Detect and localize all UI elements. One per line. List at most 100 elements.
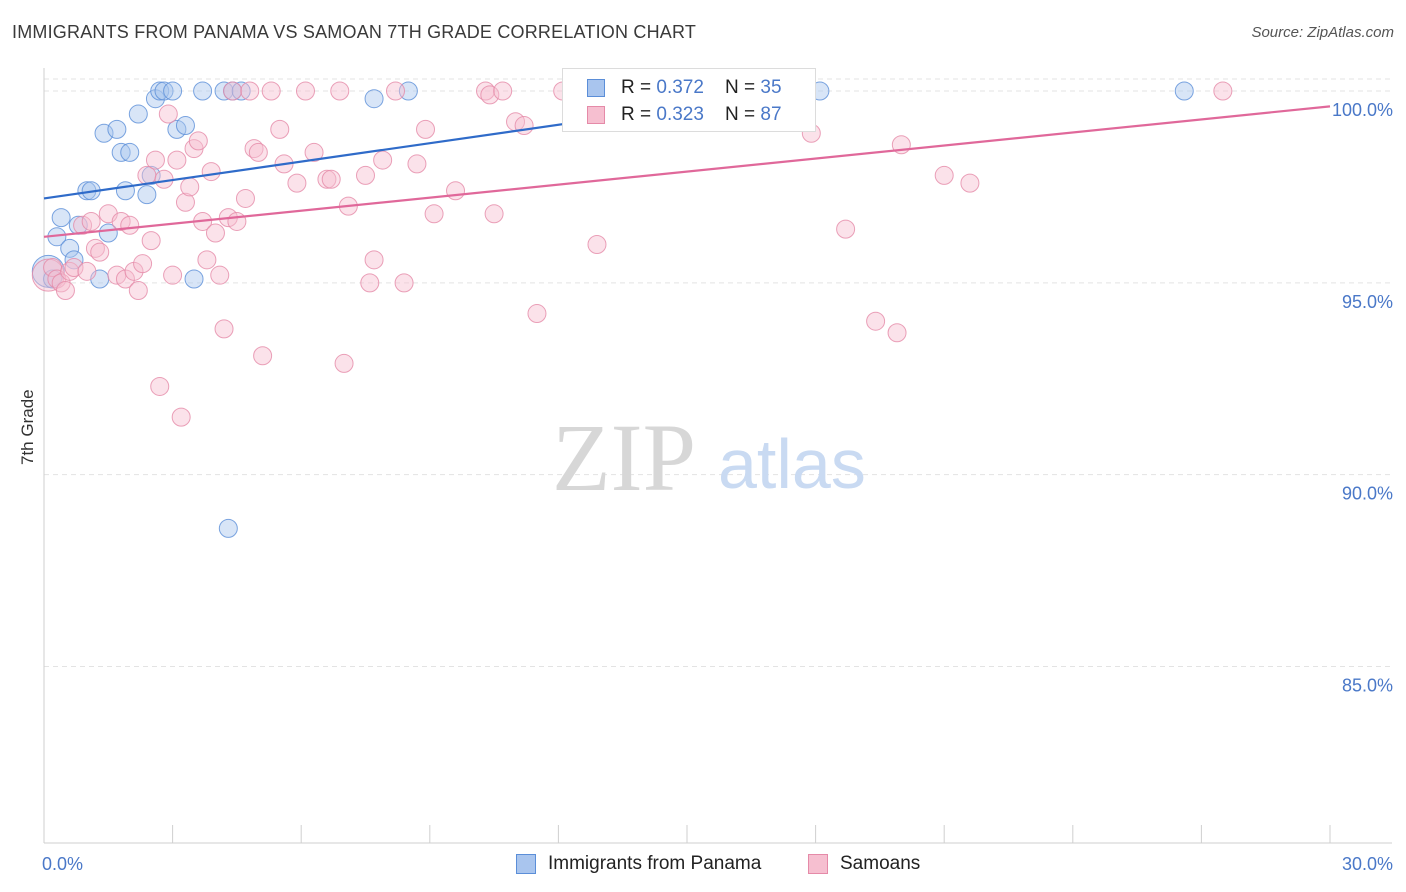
point-panama bbox=[60, 238, 80, 258]
point-samoans bbox=[128, 281, 148, 301]
point-panama bbox=[51, 208, 71, 228]
point-samoans bbox=[295, 81, 315, 101]
legend-n-label: N = bbox=[725, 77, 761, 98]
point-samoans bbox=[180, 177, 200, 197]
stats-legend: R = 0.372 N = 35 R = 0.323 N = 87 bbox=[562, 68, 816, 132]
point-samoans bbox=[317, 169, 337, 189]
point-panama bbox=[115, 181, 135, 201]
legend-r-value: 0.323 bbox=[656, 104, 704, 125]
point-samoans bbox=[356, 165, 375, 185]
point-samoans bbox=[90, 242, 110, 262]
point-samoans bbox=[205, 223, 225, 243]
y-tick-label: 100.0% bbox=[1332, 100, 1393, 120]
legend-swatch-pink bbox=[808, 854, 828, 874]
point-samoans bbox=[394, 273, 414, 293]
point-panama bbox=[218, 518, 238, 538]
point-samoans bbox=[158, 104, 178, 124]
point-samoans bbox=[223, 81, 243, 101]
point-samoans bbox=[81, 211, 101, 231]
point-samoans bbox=[235, 188, 255, 208]
chart-title: IMMIGRANTS FROM PANAMA VS SAMOAN 7TH GRA… bbox=[12, 22, 697, 42]
point-panama bbox=[107, 119, 127, 139]
point-panama bbox=[128, 104, 148, 124]
series-legend: Immigrants from Panama Samoans bbox=[0, 852, 1406, 878]
point-panama bbox=[184, 269, 204, 289]
x-tick-label: 30.0% bbox=[1342, 854, 1393, 874]
point-samoans bbox=[188, 131, 208, 151]
point-panama bbox=[364, 89, 384, 109]
legend-n-label: N = bbox=[725, 104, 761, 125]
point-samoans bbox=[120, 215, 140, 235]
point-samoans bbox=[240, 81, 260, 101]
legend-r-value: 0.372 bbox=[656, 77, 704, 98]
legend-swatch-pink bbox=[587, 106, 605, 124]
point-panama bbox=[193, 81, 213, 101]
point-samoans bbox=[934, 165, 954, 185]
point-samoans bbox=[386, 81, 406, 101]
point-panama bbox=[1174, 81, 1194, 101]
point-samoans bbox=[133, 254, 153, 274]
point-samoans bbox=[446, 181, 466, 201]
point-samoans bbox=[480, 85, 500, 105]
point-samoans bbox=[304, 142, 324, 162]
legend-n-value: 87 bbox=[760, 104, 782, 125]
x-tick-label: 0.0% bbox=[42, 854, 83, 874]
point-samoans bbox=[145, 150, 165, 170]
point-samoans bbox=[321, 169, 341, 189]
point-samoans bbox=[1213, 81, 1233, 101]
point-samoans bbox=[527, 304, 547, 324]
point-panama bbox=[141, 165, 161, 185]
data-points bbox=[31, 81, 1233, 538]
point-panama bbox=[98, 223, 118, 243]
legend-swatch-blue bbox=[516, 854, 536, 874]
point-panama bbox=[94, 123, 114, 143]
y-tick-label: 85.0% bbox=[1342, 676, 1393, 696]
legend-label-panama: Immigrants from Panama bbox=[548, 853, 762, 874]
legend-swatch-blue bbox=[587, 79, 605, 97]
tick-labels: 100.0% 95.0% 90.0% 85.0% 0.0% 30.0% bbox=[42, 100, 1393, 874]
point-samoans bbox=[364, 250, 384, 270]
y-tick-label: 95.0% bbox=[1342, 292, 1393, 312]
point-samoans bbox=[171, 407, 191, 427]
trend-line-samoans bbox=[43, 105, 1331, 238]
point-samoans bbox=[960, 173, 980, 193]
point-samoans bbox=[163, 265, 183, 285]
legend-r-label: R = bbox=[621, 104, 657, 125]
point-samoans bbox=[587, 234, 607, 254]
point-samoans bbox=[424, 204, 444, 224]
point-samoans bbox=[227, 211, 247, 231]
point-panama bbox=[163, 81, 183, 101]
point-panama bbox=[175, 116, 195, 136]
point-samoans bbox=[197, 250, 217, 270]
point-panama bbox=[120, 142, 140, 162]
watermark: ZIP atlas bbox=[552, 404, 866, 511]
point-samoans bbox=[360, 273, 380, 293]
point-samoans bbox=[201, 162, 221, 182]
y-tick-label: 90.0% bbox=[1342, 484, 1393, 504]
point-samoans bbox=[287, 173, 307, 193]
gridlines bbox=[44, 78, 1392, 668]
watermark-zip: ZIP bbox=[552, 404, 696, 511]
point-samoans bbox=[330, 81, 350, 101]
point-samoans bbox=[210, 265, 230, 285]
point-samoans bbox=[493, 81, 513, 101]
point-samoans bbox=[866, 311, 886, 331]
watermark-atlas: atlas bbox=[718, 425, 866, 503]
point-samoans bbox=[887, 323, 907, 343]
point-samoans bbox=[836, 219, 856, 239]
legend-r-label: R = bbox=[621, 77, 657, 98]
point-samoans bbox=[64, 258, 84, 278]
point-samoans bbox=[407, 154, 427, 174]
point-panama bbox=[64, 250, 84, 270]
legend-label-samoans: Samoans bbox=[840, 853, 921, 874]
point-samoans bbox=[270, 119, 290, 139]
point-samoans bbox=[150, 376, 170, 396]
point-panama bbox=[137, 185, 157, 205]
axes bbox=[43, 68, 1392, 844]
point-samoans bbox=[55, 281, 75, 301]
point-samoans bbox=[253, 346, 273, 366]
point-samoans bbox=[373, 150, 393, 170]
point-samoans bbox=[167, 150, 187, 170]
point-samoans bbox=[261, 81, 281, 101]
point-samoans bbox=[514, 116, 534, 136]
